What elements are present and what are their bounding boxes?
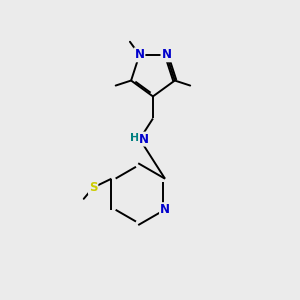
Text: N: N [134, 48, 144, 62]
Text: N: N [139, 133, 149, 146]
Text: N: N [161, 48, 171, 62]
Text: H: H [130, 133, 140, 142]
Text: S: S [89, 181, 98, 194]
Text: N: N [160, 203, 170, 216]
